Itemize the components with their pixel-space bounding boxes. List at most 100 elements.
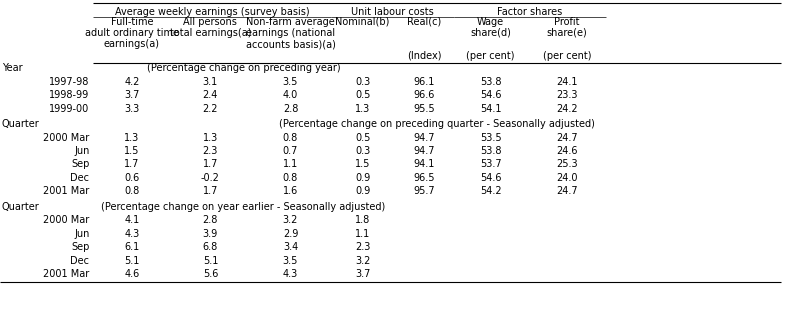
Text: 24.6: 24.6 bbox=[556, 146, 578, 156]
Text: 1.1: 1.1 bbox=[283, 160, 298, 169]
Text: 1.6: 1.6 bbox=[283, 186, 298, 196]
Text: 24.7: 24.7 bbox=[556, 133, 578, 143]
Text: Real(c): Real(c) bbox=[407, 17, 441, 27]
Text: 54.2: 54.2 bbox=[480, 186, 502, 196]
Text: 25.3: 25.3 bbox=[556, 160, 578, 169]
Text: 95.7: 95.7 bbox=[413, 186, 435, 196]
Text: (per cent): (per cent) bbox=[542, 51, 591, 61]
Text: 2.2: 2.2 bbox=[203, 104, 218, 114]
Text: 3.9: 3.9 bbox=[203, 229, 218, 239]
Text: 3.4: 3.4 bbox=[283, 242, 298, 252]
Text: 3.2: 3.2 bbox=[355, 256, 371, 266]
Text: 2000 Mar: 2000 Mar bbox=[43, 133, 89, 143]
Text: 4.2: 4.2 bbox=[124, 77, 140, 87]
Text: Jun: Jun bbox=[74, 229, 89, 239]
Text: accounts basis)(a): accounts basis)(a) bbox=[246, 39, 335, 49]
Text: 1.3: 1.3 bbox=[355, 104, 371, 114]
Text: 0.9: 0.9 bbox=[355, 186, 371, 196]
Text: 5.1: 5.1 bbox=[124, 256, 140, 266]
Text: 0.8: 0.8 bbox=[283, 133, 298, 143]
Text: Dec: Dec bbox=[71, 256, 89, 266]
Text: share(d): share(d) bbox=[470, 28, 511, 38]
Text: 1.7: 1.7 bbox=[124, 160, 140, 169]
Text: 4.0: 4.0 bbox=[283, 90, 298, 100]
Text: 0.3: 0.3 bbox=[355, 146, 371, 156]
Text: 54.1: 54.1 bbox=[480, 104, 502, 114]
Text: 1.8: 1.8 bbox=[355, 215, 371, 225]
Text: 96.5: 96.5 bbox=[413, 173, 435, 183]
Text: 96.1: 96.1 bbox=[413, 77, 435, 87]
Text: 53.7: 53.7 bbox=[480, 160, 502, 169]
Text: Sep: Sep bbox=[71, 242, 89, 252]
Text: 1.7: 1.7 bbox=[203, 160, 218, 169]
Text: 94.7: 94.7 bbox=[413, 133, 435, 143]
Text: (Percentage change on preceding quarter - Seasonally adjusted): (Percentage change on preceding quarter … bbox=[279, 119, 595, 129]
Text: Full-time: Full-time bbox=[111, 17, 153, 27]
Text: 2001 Mar: 2001 Mar bbox=[43, 186, 89, 196]
Text: Nominal(b): Nominal(b) bbox=[335, 17, 390, 27]
Text: 4.3: 4.3 bbox=[124, 229, 140, 239]
Text: 3.2: 3.2 bbox=[283, 215, 298, 225]
Text: 6.1: 6.1 bbox=[124, 242, 140, 252]
Text: Profit: Profit bbox=[554, 17, 579, 27]
Text: 94.7: 94.7 bbox=[413, 146, 435, 156]
Text: Quarter: Quarter bbox=[2, 119, 39, 129]
Text: 1.5: 1.5 bbox=[124, 146, 140, 156]
Text: 1.7: 1.7 bbox=[203, 186, 218, 196]
Text: (Index): (Index) bbox=[407, 51, 441, 61]
Text: 6.8: 6.8 bbox=[203, 242, 218, 252]
Text: 1.3: 1.3 bbox=[124, 133, 140, 143]
Text: 54.6: 54.6 bbox=[480, 90, 502, 100]
Text: Factor shares: Factor shares bbox=[497, 7, 563, 17]
Text: 1.5: 1.5 bbox=[355, 160, 371, 169]
Text: 0.7: 0.7 bbox=[283, 146, 298, 156]
Text: 3.3: 3.3 bbox=[124, 104, 140, 114]
Text: 1997-98: 1997-98 bbox=[49, 77, 89, 87]
Text: 53.8: 53.8 bbox=[480, 146, 502, 156]
Text: Non-farm average: Non-farm average bbox=[246, 17, 335, 27]
Text: 2001 Mar: 2001 Mar bbox=[43, 269, 89, 279]
Text: 2.3: 2.3 bbox=[355, 242, 371, 252]
Text: 4.1: 4.1 bbox=[124, 215, 140, 225]
Text: 2.4: 2.4 bbox=[203, 90, 218, 100]
Text: 1.1: 1.1 bbox=[355, 229, 371, 239]
Text: 0.6: 0.6 bbox=[124, 173, 140, 183]
Text: 1999-00: 1999-00 bbox=[49, 104, 89, 114]
Text: 3.7: 3.7 bbox=[355, 269, 371, 279]
Text: 95.5: 95.5 bbox=[413, 104, 435, 114]
Text: 4.3: 4.3 bbox=[283, 269, 298, 279]
Text: 3.5: 3.5 bbox=[283, 256, 298, 266]
Text: 94.1: 94.1 bbox=[413, 160, 435, 169]
Text: All persons: All persons bbox=[184, 17, 237, 27]
Text: total earnings(a): total earnings(a) bbox=[170, 28, 251, 38]
Text: (per cent): (per cent) bbox=[466, 51, 515, 61]
Text: (Percentage change on preceding year): (Percentage change on preceding year) bbox=[147, 63, 340, 73]
Text: Sep: Sep bbox=[71, 160, 89, 169]
Text: 54.6: 54.6 bbox=[480, 173, 502, 183]
Text: 23.3: 23.3 bbox=[556, 90, 578, 100]
Text: 24.7: 24.7 bbox=[556, 186, 578, 196]
Text: Year: Year bbox=[2, 63, 22, 73]
Text: 96.6: 96.6 bbox=[413, 90, 435, 100]
Text: 3.5: 3.5 bbox=[283, 77, 298, 87]
Text: 2.3: 2.3 bbox=[203, 146, 218, 156]
Text: adult ordinary time: adult ordinary time bbox=[85, 28, 179, 38]
Text: 1.3: 1.3 bbox=[203, 133, 218, 143]
Text: earnings(a): earnings(a) bbox=[104, 39, 160, 49]
Text: 5.1: 5.1 bbox=[203, 256, 218, 266]
Text: (Percentage change on year earlier - Seasonally adjusted): (Percentage change on year earlier - Sea… bbox=[101, 202, 385, 212]
Text: earnings (national: earnings (national bbox=[246, 28, 335, 38]
Text: Unit labour costs: Unit labour costs bbox=[351, 7, 434, 17]
Text: Quarter: Quarter bbox=[2, 202, 39, 212]
Text: 53.5: 53.5 bbox=[480, 133, 502, 143]
Text: 2.9: 2.9 bbox=[283, 229, 298, 239]
Text: Jun: Jun bbox=[74, 146, 89, 156]
Text: 0.8: 0.8 bbox=[124, 186, 140, 196]
Text: 3.7: 3.7 bbox=[124, 90, 140, 100]
Text: 3.1: 3.1 bbox=[203, 77, 218, 87]
Text: 2000 Mar: 2000 Mar bbox=[43, 215, 89, 225]
Text: Wage: Wage bbox=[477, 17, 504, 27]
Text: 2.8: 2.8 bbox=[283, 104, 298, 114]
Text: 0.5: 0.5 bbox=[355, 90, 371, 100]
Text: 0.3: 0.3 bbox=[355, 77, 371, 87]
